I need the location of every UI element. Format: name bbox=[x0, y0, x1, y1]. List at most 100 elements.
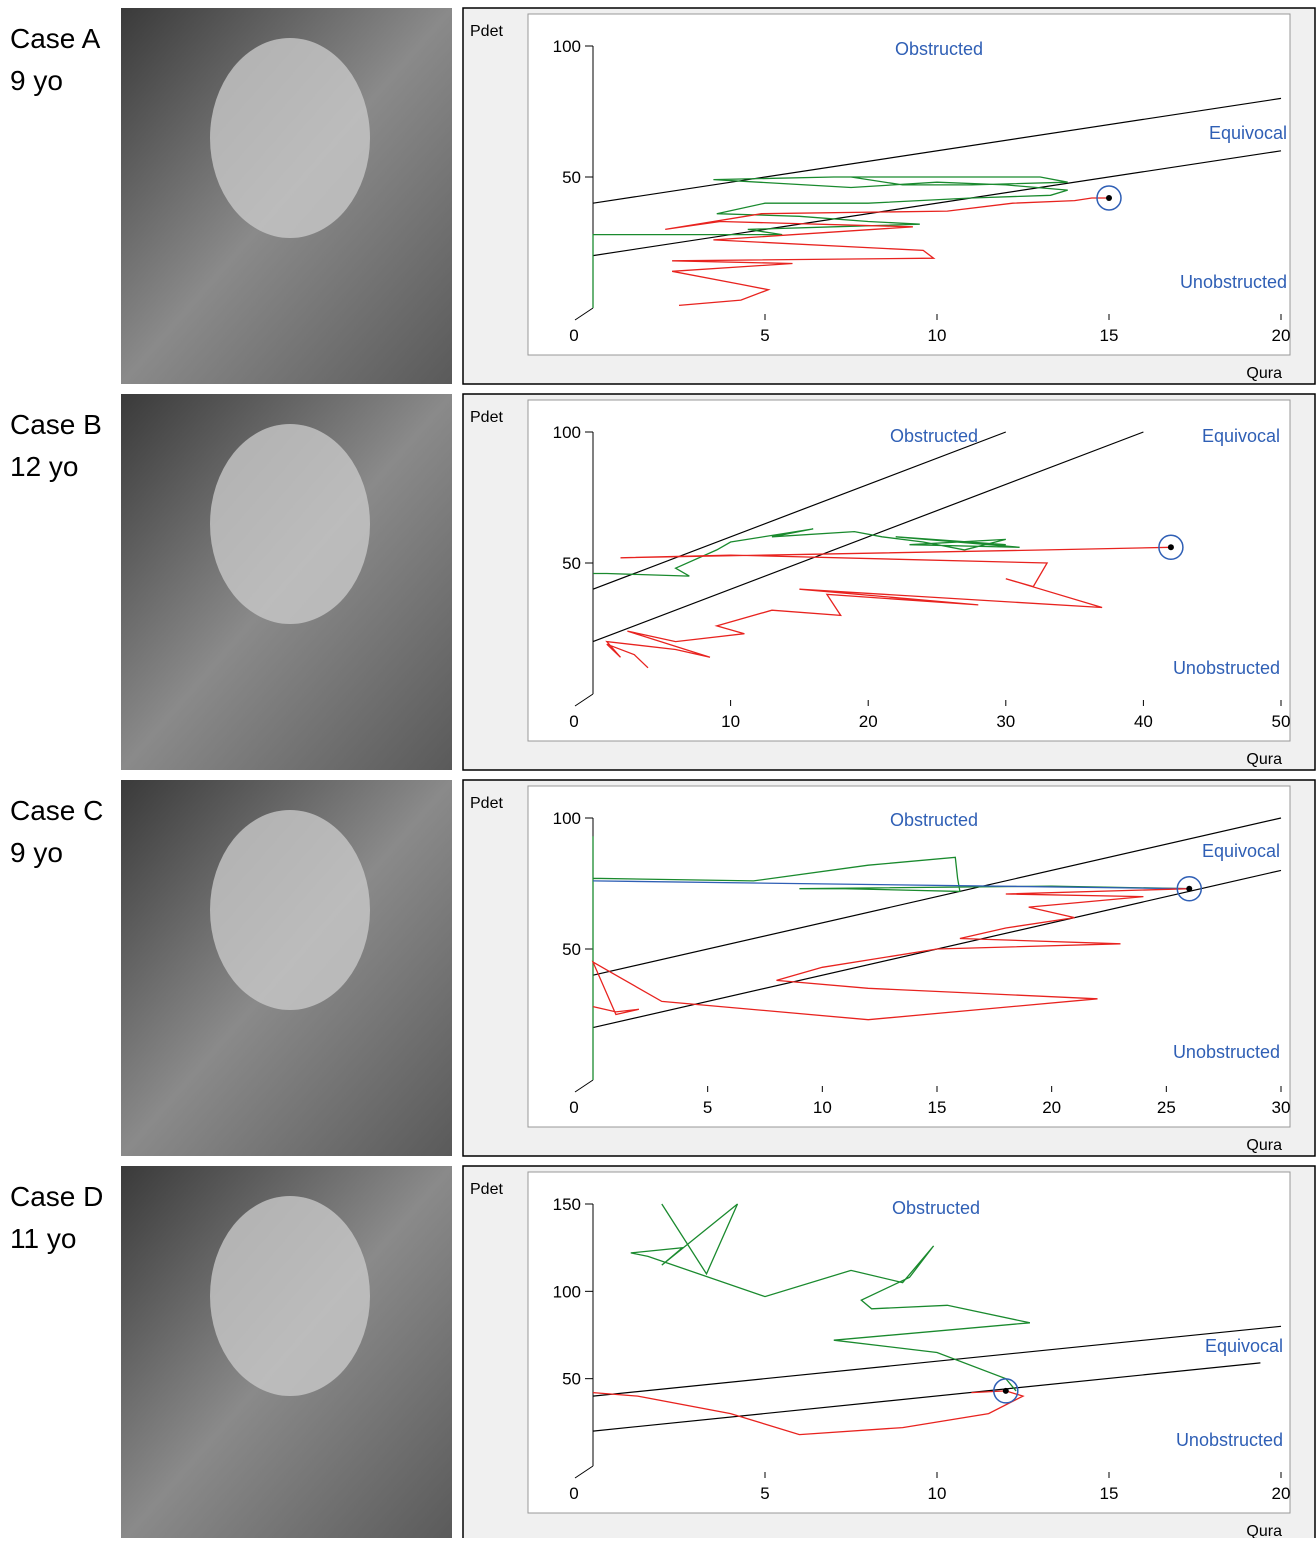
flow-trace bbox=[593, 528, 1020, 577]
chart: Pdet Qura 50 100 0 10 20 30 40 50 Obstructed Equivo… bbox=[462, 393, 1316, 771]
x-tick-label: 15 bbox=[928, 1098, 947, 1117]
region-label: Obstructed bbox=[895, 39, 983, 59]
peak-point bbox=[1106, 194, 1112, 201]
y-tick-label: 100 bbox=[553, 1282, 581, 1301]
peak-ring bbox=[1096, 185, 1122, 211]
flow-trace bbox=[630, 1203, 1031, 1392]
peak-point bbox=[1002, 1387, 1009, 1394]
plot-frame bbox=[527, 1171, 1291, 1514]
flow-trace bbox=[592, 836, 1190, 1080]
region-label: Equivocal bbox=[1205, 1336, 1283, 1356]
peak-ring bbox=[993, 1378, 1019, 1404]
case-age: 11 yo bbox=[10, 1223, 76, 1254]
bladder bbox=[210, 38, 370, 238]
x-tick-label: 10 bbox=[928, 326, 947, 345]
x-tick-label: 20 bbox=[1272, 326, 1291, 345]
case-age: 9 yo bbox=[10, 837, 63, 868]
region-label: Unobstructed bbox=[1173, 658, 1280, 678]
x-tick-label: 15 bbox=[1100, 1484, 1119, 1503]
boundary-line bbox=[592, 97, 1282, 204]
chart: Pdet Qura 50 100 0 5 10 15 20 Obstructed Equivocal… bbox=[462, 7, 1316, 385]
boundary-line bbox=[592, 431, 1144, 643]
flow-trace bbox=[665, 197, 1109, 307]
y-tick-label: 50 bbox=[562, 1370, 581, 1389]
x-tick-label: 10 bbox=[928, 1484, 947, 1503]
y-tick-label: 50 bbox=[562, 940, 581, 959]
bladder bbox=[210, 424, 370, 624]
boundary-line bbox=[592, 431, 1007, 590]
peak-point bbox=[1186, 885, 1193, 892]
peak-point bbox=[1167, 544, 1174, 551]
y-axis-label: Pdet bbox=[470, 1181, 503, 1198]
x-tick-label: 10 bbox=[721, 712, 740, 731]
y-axis-label: Pdet bbox=[470, 795, 503, 812]
region-label: Unobstructed bbox=[1173, 1042, 1280, 1062]
x-tick-label: 50 bbox=[1272, 712, 1291, 731]
origin-diagonal bbox=[574, 1465, 594, 1479]
x-tick-label: 5 bbox=[703, 1098, 712, 1117]
origin-diagonal bbox=[574, 307, 594, 321]
case-label: Case B bbox=[10, 409, 102, 440]
x-tick-label: 30 bbox=[996, 712, 1015, 731]
flow-trace bbox=[591, 888, 1190, 1021]
x-tick-label: 0 bbox=[569, 712, 578, 731]
x-tick-label: 20 bbox=[859, 712, 878, 731]
x-axis-label: Qura bbox=[1246, 1523, 1282, 1538]
region-label: Equivocal bbox=[1202, 841, 1280, 861]
flow-trace bbox=[592, 1390, 1025, 1436]
x-tick-label: 25 bbox=[1157, 1098, 1176, 1117]
case-age: 12 yo bbox=[10, 451, 79, 482]
flow-trace bbox=[592, 176, 1068, 308]
y-axis-label: Pdet bbox=[470, 23, 503, 40]
peak-ring bbox=[1176, 875, 1203, 902]
origin-diagonal bbox=[574, 693, 594, 707]
plot-frame bbox=[527, 399, 1291, 742]
x-axis-label: Qura bbox=[1246, 751, 1282, 768]
region-label: Obstructed bbox=[890, 810, 978, 830]
bladder bbox=[210, 810, 370, 1010]
region-label: Unobstructed bbox=[1176, 1430, 1283, 1450]
x-axis-label: Qura bbox=[1246, 365, 1282, 382]
x-tick-label: 40 bbox=[1134, 712, 1153, 731]
region-label: Equivocal bbox=[1209, 123, 1287, 143]
x-tick-label: 10 bbox=[813, 1098, 832, 1117]
peak-ring bbox=[1158, 534, 1184, 561]
y-tick-label: 100 bbox=[553, 37, 581, 56]
y-axis-label: Pdet bbox=[470, 409, 503, 426]
x-tick-label: 5 bbox=[760, 1484, 769, 1503]
plot-frame bbox=[527, 785, 1291, 1128]
x-tick-label: 20 bbox=[1042, 1098, 1061, 1117]
region-label: Equivocal bbox=[1202, 426, 1280, 446]
flow-trace bbox=[592, 880, 1190, 890]
origin-diagonal bbox=[574, 1079, 594, 1093]
region-label: Obstructed bbox=[890, 426, 978, 446]
chart: Pdet Qura 50 100 0 5 10 15 20 25 30 Obstructed Equiv… bbox=[462, 779, 1316, 1157]
x-tick-label: 0 bbox=[569, 1484, 578, 1503]
x-tick-label: 15 bbox=[1100, 326, 1119, 345]
y-tick-label: 100 bbox=[553, 423, 581, 442]
boundary-line bbox=[592, 150, 1282, 257]
x-tick-label: 20 bbox=[1272, 1484, 1291, 1503]
bladder bbox=[210, 1196, 370, 1396]
flow-trace bbox=[605, 546, 1171, 669]
case-label: Case D bbox=[10, 1181, 103, 1212]
x-tick-label: 0 bbox=[569, 326, 578, 345]
region-label: Obstructed bbox=[892, 1198, 980, 1218]
y-tick-label: 50 bbox=[562, 554, 581, 573]
boundary-line bbox=[592, 1362, 1261, 1432]
boundary-line bbox=[592, 817, 1282, 976]
x-tick-label: 5 bbox=[760, 326, 769, 345]
y-tick-label: 100 bbox=[553, 809, 581, 828]
chart: Pdet Qura 50 100 150 0 5 10 15 20 Obstructed Equivo… bbox=[462, 1165, 1316, 1543]
y-tick-label: 150 bbox=[553, 1195, 581, 1214]
x-tick-label: 0 bbox=[569, 1098, 578, 1117]
region-label: Unobstructed bbox=[1180, 272, 1287, 292]
case-label: Case A bbox=[10, 23, 101, 54]
y-tick-label: 50 bbox=[562, 168, 581, 187]
boundary-line bbox=[592, 1325, 1282, 1397]
case-age: 9 yo bbox=[10, 65, 63, 96]
x-tick-label: 30 bbox=[1272, 1098, 1291, 1117]
x-axis-label: Qura bbox=[1246, 1137, 1282, 1154]
case-label: Case C bbox=[10, 795, 103, 826]
